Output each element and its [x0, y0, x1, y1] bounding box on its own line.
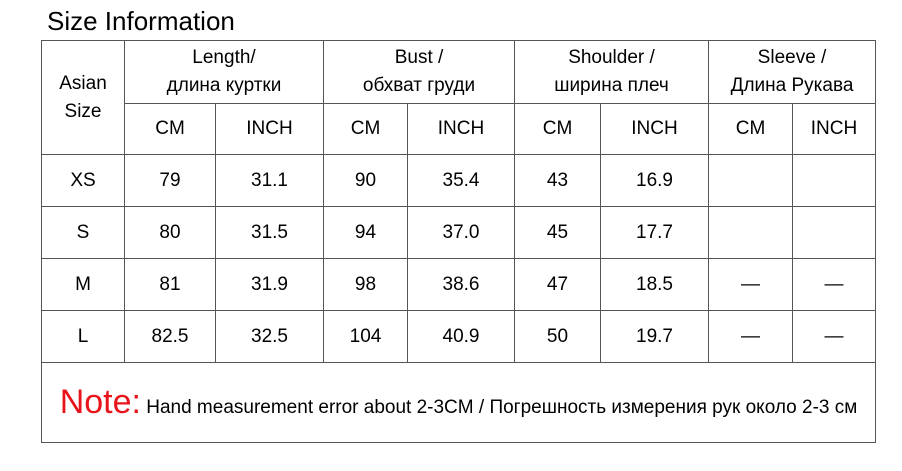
- measure-cell: 18.5: [600, 258, 709, 311]
- measure-cell: —: [791, 258, 877, 311]
- size-row: L 82.5 32.5 104 40.9 50 19.7— —: [41, 310, 877, 363]
- header-line: ширина плеч: [554, 75, 669, 96]
- measure-cell: 31.5: [215, 206, 324, 259]
- note-label: Note:: [59, 382, 141, 421]
- header-line: Length/: [192, 47, 256, 68]
- measure-cell: 35.4: [407, 154, 515, 207]
- measure-cell: 50: [514, 310, 601, 363]
- note-row: Note: Hand measurement error about 2-3CM…: [40, 362, 877, 443]
- header-line: обхват груди: [362, 75, 476, 96]
- size-row: XS 79 31.1 90 35.4 43 16.9: [41, 154, 877, 207]
- measure-cell: 43: [514, 154, 601, 207]
- measure-cell: 90: [323, 154, 408, 207]
- unit-header: CM: [323, 103, 408, 155]
- header-line: длина куртки: [166, 75, 282, 96]
- measure-cell: 94: [323, 206, 408, 259]
- measure-cell: —: [708, 258, 793, 311]
- measure-cell: 31.9: [215, 258, 324, 311]
- group-header: Shoulder / ширина плеч: [514, 40, 709, 104]
- measure-cell: —: [791, 310, 877, 363]
- note-text: Hand measurement error about 2-3CM / Пог…: [146, 396, 858, 418]
- measure-cell: 98: [323, 258, 408, 311]
- measure-cell: 79: [124, 154, 216, 207]
- note-cell: Note: Hand measurement error about 2-3CM…: [40, 362, 877, 443]
- size-row: M 81 31.9 98 38.6 47 18.5— —: [41, 258, 877, 311]
- measure-cell: 104: [323, 310, 408, 363]
- empty-cell: [708, 154, 793, 207]
- unit-header: INCH: [215, 103, 324, 155]
- header-row: Asian Size Length/длина куртки Bust / обхват…: [41, 40, 877, 155]
- measure-cell: —: [708, 310, 793, 363]
- corner-cell: Asian Size: [41, 40, 125, 155]
- header-line: Sleeve /: [757, 47, 827, 68]
- measure-cell: 45: [514, 206, 601, 259]
- measure-cell: 81: [124, 258, 216, 311]
- size-cell: XS: [41, 154, 125, 207]
- header-line: Size: [64, 100, 102, 122]
- size-table: Asian Size Length/длина куртки Bust / обхват…: [40, 40, 877, 443]
- empty-cell: [791, 154, 877, 207]
- group-header: Sleeve / Длина Рукава: [707, 40, 877, 104]
- size-cell: M: [41, 258, 125, 311]
- group-header: Length/длина куртки: [124, 40, 324, 104]
- title: Size Information: [47, 6, 235, 36]
- measure-cell: 47: [514, 258, 601, 311]
- unit-header: CM: [514, 103, 601, 155]
- measure-cell: 82.5: [124, 310, 216, 363]
- header-line: Shoulder /: [568, 47, 655, 68]
- group-header: Bust / обхват груди: [323, 40, 515, 104]
- header-line: Длина Рукава: [730, 75, 854, 96]
- measure-cell: 31.1: [215, 154, 324, 207]
- measure-cell: 17.7: [600, 206, 709, 259]
- empty-cell: [791, 206, 877, 259]
- unit-row: CM INCH CM INCH CM INCH CM INCH: [42, 103, 877, 155]
- measure-cell: 38.6: [407, 258, 515, 311]
- size-row: S 80 31.5 94 37.0 45 17.7: [41, 206, 877, 259]
- measure-cell: 32.5: [215, 310, 324, 363]
- unit-header: INCH: [407, 103, 515, 155]
- unit-header: CM: [124, 103, 216, 155]
- size-cell: S: [41, 206, 125, 259]
- measure-cell: 40.9: [407, 310, 515, 363]
- header-line: Asian: [59, 72, 107, 94]
- unit-header: CM: [708, 103, 793, 155]
- header-line: Bust /: [394, 47, 444, 68]
- unit-header: INCH: [600, 103, 709, 155]
- unit-header: INCH: [791, 103, 877, 155]
- measure-cell: 80: [124, 206, 216, 259]
- measure-cell: 16.9: [600, 154, 709, 207]
- measure-cell: 19.7: [600, 310, 709, 363]
- empty-cell: [708, 206, 793, 259]
- measure-cell: 37.0: [407, 206, 515, 259]
- size-cell: L: [41, 310, 125, 363]
